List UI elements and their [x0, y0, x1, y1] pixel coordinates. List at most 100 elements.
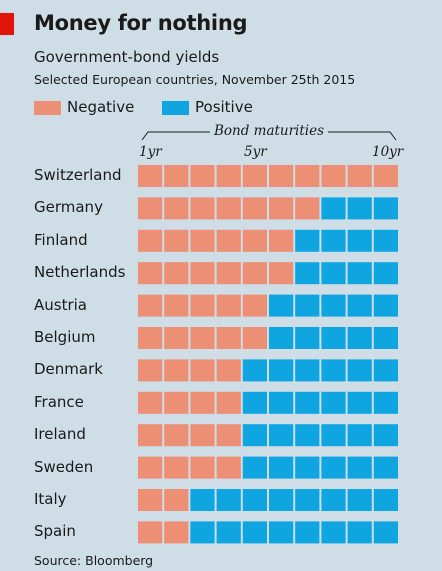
cell-spain-2yr — [164, 521, 189, 544]
cell-spain-1yr — [138, 521, 163, 544]
row-label-sweden: Sweden — [34, 457, 94, 476]
cell-belgium-9yr — [347, 327, 372, 349]
cell-germany-2yr — [164, 197, 189, 220]
tick-label-5yr: 5yr — [244, 144, 267, 160]
cell-ireland-3yr — [190, 424, 215, 447]
cell-netherlands-1yr — [138, 262, 163, 285]
cell-sweden-10yr — [373, 456, 398, 479]
cell-belgium-8yr — [321, 327, 346, 349]
legend-swatch-positive — [162, 101, 189, 115]
cell-austria-7yr — [295, 294, 320, 317]
cell-belgium-10yr — [373, 327, 398, 349]
cell-switzerland-6yr — [269, 165, 294, 187]
cell-denmark-9yr — [347, 359, 372, 382]
cell-denmark-2yr — [164, 359, 189, 382]
cell-belgium-2yr — [164, 327, 189, 349]
cell-switzerland-3yr — [190, 165, 215, 187]
cell-netherlands-3yr — [190, 262, 215, 285]
row-label-germany: Germany — [34, 198, 103, 217]
cell-belgium-3yr — [190, 327, 215, 349]
cell-italy-5yr — [242, 489, 267, 511]
cell-sweden-5yr — [242, 456, 267, 479]
cell-france-9yr — [347, 391, 372, 414]
cell-denmark-7yr — [295, 359, 320, 382]
cell-ireland-1yr — [138, 424, 163, 447]
cell-austria-8yr — [321, 294, 346, 317]
cell-switzerland-7yr — [295, 165, 320, 187]
cell-france-7yr — [295, 391, 320, 414]
cell-germany-7yr — [295, 197, 320, 220]
cell-sweden-9yr — [347, 456, 372, 479]
cell-italy-4yr — [216, 489, 241, 511]
cell-austria-2yr — [164, 294, 189, 317]
cell-sweden-2yr — [164, 456, 189, 479]
cell-france-10yr — [373, 391, 398, 414]
cell-finland-5yr — [242, 229, 267, 252]
cell-germany-4yr — [216, 197, 241, 220]
cell-france-4yr — [216, 391, 241, 414]
legend-label-negative: Negative — [67, 98, 135, 116]
cell-ireland-5yr — [242, 424, 267, 447]
cell-france-2yr — [164, 391, 189, 414]
cell-germany-6yr — [269, 197, 294, 220]
cell-spain-10yr — [373, 521, 398, 544]
cell-austria-10yr — [373, 294, 398, 317]
cell-germany-8yr — [321, 197, 346, 220]
cell-sweden-3yr — [190, 456, 215, 479]
row-label-ireland: Ireland — [34, 425, 86, 444]
cell-switzerland-9yr — [347, 165, 372, 187]
cell-france-3yr — [190, 391, 215, 414]
cell-netherlands-6yr — [269, 262, 294, 285]
row-label-italy: Italy — [34, 490, 67, 508]
cell-ireland-2yr — [164, 424, 189, 447]
cell-sweden-4yr — [216, 456, 241, 479]
cell-ireland-7yr — [295, 424, 320, 447]
cell-sweden-8yr — [321, 456, 346, 479]
cell-denmark-4yr — [216, 359, 241, 382]
cell-finland-2yr — [164, 229, 189, 252]
cell-italy-8yr — [321, 489, 346, 511]
cell-switzerland-4yr — [216, 165, 241, 187]
cell-germany-3yr — [190, 197, 215, 220]
cell-italy-1yr — [138, 489, 163, 511]
cell-italy-7yr — [295, 489, 320, 511]
cell-switzerland-10yr — [373, 165, 398, 187]
cell-ireland-10yr — [373, 424, 398, 447]
row-label-austria: Austria — [34, 295, 87, 314]
tick-label-1yr: 1yr — [139, 144, 162, 160]
x-axis-label: Bond maturities — [209, 123, 329, 139]
cell-italy-9yr — [347, 489, 372, 511]
cell-denmark-8yr — [321, 359, 346, 382]
row-label-belgium: Belgium — [34, 328, 96, 346]
cell-ireland-6yr — [269, 424, 294, 447]
row-label-spain: Spain — [34, 522, 76, 541]
x-axis-title: Bond maturities — [138, 123, 400, 143]
cell-netherlands-10yr — [373, 262, 398, 285]
cell-spain-7yr — [295, 521, 320, 544]
cell-belgium-6yr — [269, 327, 294, 349]
cell-denmark-1yr — [138, 359, 163, 382]
cell-denmark-10yr — [373, 359, 398, 382]
cell-switzerland-2yr — [164, 165, 189, 187]
cell-france-8yr — [321, 391, 346, 414]
source-note: Source: Bloomberg — [34, 553, 154, 568]
cell-sweden-1yr — [138, 456, 163, 479]
chart-title: Money for nothing — [34, 11, 248, 35]
cell-switzerland-8yr — [321, 165, 346, 187]
cell-italy-6yr — [269, 489, 294, 511]
chart-subtitle: Government-bond yields — [34, 48, 220, 66]
cell-switzerland-5yr — [242, 165, 267, 187]
cell-finland-1yr — [138, 229, 163, 252]
cell-germany-5yr — [242, 197, 267, 220]
cell-france-5yr — [242, 391, 267, 414]
cell-italy-2yr — [164, 489, 189, 511]
cell-austria-1yr — [138, 294, 163, 317]
cell-spain-5yr — [242, 521, 267, 544]
cell-austria-9yr — [347, 294, 372, 317]
cell-spain-4yr — [216, 521, 241, 544]
cell-france-1yr — [138, 391, 163, 414]
row-label-france: France — [34, 392, 84, 411]
cell-finland-8yr — [321, 229, 346, 252]
cell-spain-8yr — [321, 521, 346, 544]
